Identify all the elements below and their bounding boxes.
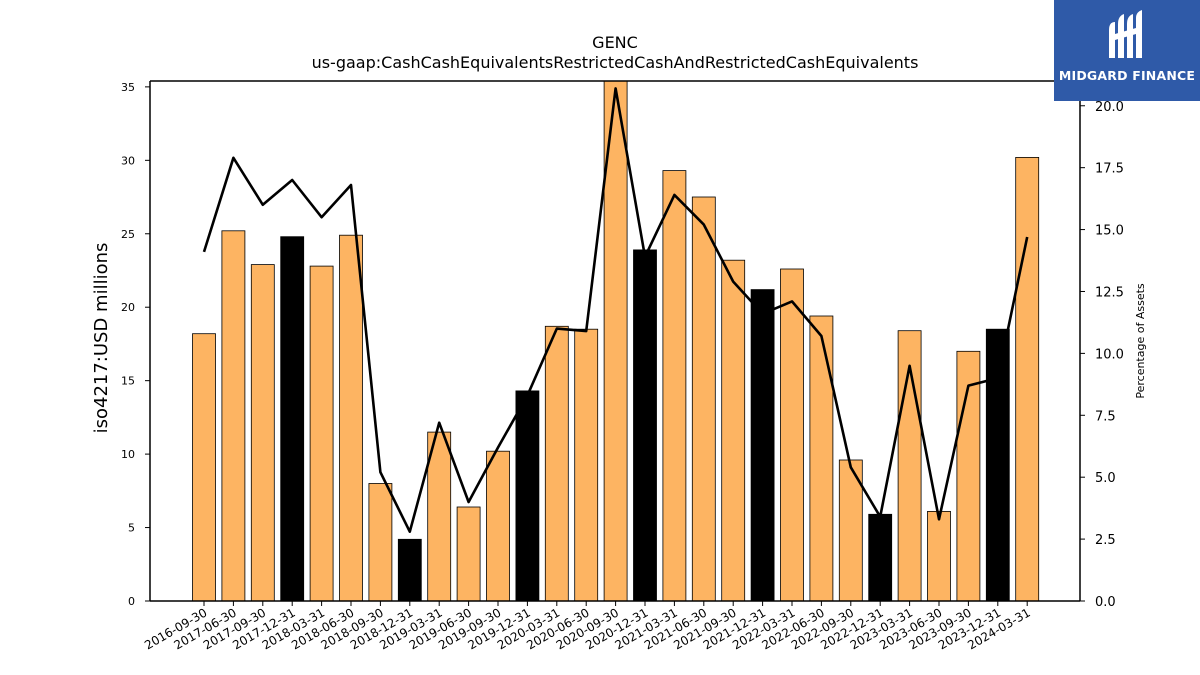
y-tick-label: 10 (121, 448, 135, 461)
bar (1015, 156, 1040, 602)
chart-title: GENC (592, 33, 638, 52)
bar (927, 510, 951, 602)
y-tick-label: 25 (121, 228, 135, 241)
midgard-finance-logo: MIDGARD FINANCE (1054, 0, 1200, 101)
bar (780, 268, 804, 602)
y-axis-label: iso4217:USD millions (91, 243, 112, 434)
bar (574, 328, 599, 602)
y2-tick-label: 20.0 (1095, 100, 1124, 115)
bar (221, 230, 246, 602)
bar (309, 265, 334, 602)
y2-tick-label: 7.5 (1095, 409, 1116, 424)
bar (280, 236, 305, 602)
y-tick-label: 5 (128, 522, 135, 535)
y2-tick-label: 15.0 (1095, 224, 1124, 239)
bar (985, 328, 1010, 602)
bar (250, 264, 275, 602)
logo-text: MIDGARD FINANCE (1058, 68, 1196, 83)
y-tick-label: 0 (128, 595, 135, 608)
y-tick-label: 20 (121, 301, 135, 314)
y2-tick-label: 10.0 (1095, 347, 1124, 362)
bar (515, 390, 540, 602)
bar (633, 249, 657, 602)
percent-line (202, 87, 1029, 534)
bar (339, 234, 363, 602)
y2-tick-label: 12.5 (1095, 285, 1124, 300)
bar (192, 333, 216, 602)
y2-tick-label: 2.5 (1095, 533, 1116, 548)
bar (544, 325, 569, 602)
y2-tick-label: 0.0 (1095, 595, 1116, 610)
bar (662, 170, 687, 602)
bar (691, 196, 716, 602)
bar (750, 289, 775, 602)
bar (721, 259, 746, 602)
y2-tick-label: 5.0 (1095, 471, 1116, 486)
bar (809, 315, 834, 602)
bar (397, 538, 422, 602)
line-group (202, 87, 1029, 534)
y2-axis-label: Percentage of Assets (1134, 283, 1147, 399)
y-tick-label: 30 (121, 154, 135, 167)
chart-subtitle: us-gaap:CashCashEquivalentsRestrictedCas… (312, 53, 919, 72)
bar (456, 506, 481, 602)
bar (486, 450, 510, 602)
y2-tick-label: 17.5 (1095, 162, 1124, 177)
bar (868, 513, 893, 602)
y-tick-label: 15 (121, 375, 135, 388)
bar (368, 483, 393, 602)
bars-group (192, 80, 1040, 602)
y-tick-label: 35 (121, 81, 135, 94)
logo-mark-icon (1109, 10, 1142, 58)
